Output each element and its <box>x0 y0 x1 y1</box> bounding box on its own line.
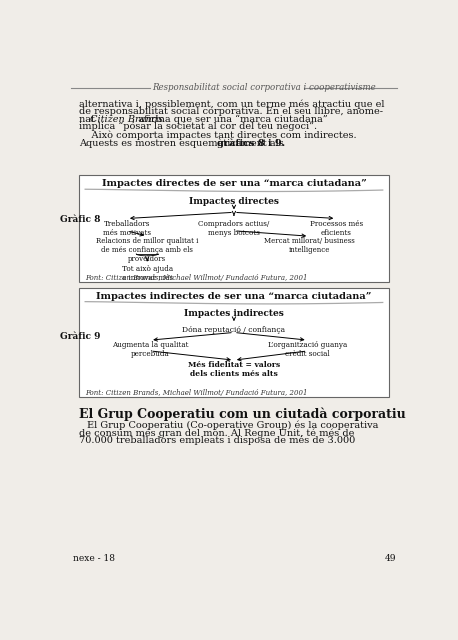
Text: Processos més
eficients: Processos més eficients <box>310 220 363 237</box>
Text: Impactes indirectes de ser una “marca ciutadana”: Impactes indirectes de ser una “marca ci… <box>96 292 371 301</box>
Text: Font: Citizen Brands, Michael Willmot/ Fundació Futura, 2001: Font: Citizen Brands, Michael Willmot/ F… <box>85 274 308 282</box>
Text: , afirma que ser una “marca ciutadana”: , afirma que ser una “marca ciutadana” <box>131 115 327 124</box>
Text: Més fidelitat = valors
dels clients més alts: Més fidelitat = valors dels clients més … <box>188 361 280 378</box>
Text: El Grup Cooperatiu com un ciutadà corporatiu: El Grup Cooperatiu com un ciutadà corpor… <box>79 408 406 421</box>
Text: Gràfic 8: Gràfic 8 <box>60 216 100 225</box>
Text: L’organització guanya
crèdit social: L’organització guanya crèdit social <box>268 341 347 358</box>
Text: gràfics 8 i 9.: gràfics 8 i 9. <box>217 138 285 147</box>
Text: Relacions de millor qualitat i
de més confiança amb els
proveïdors: Relacions de millor qualitat i de més co… <box>96 237 198 263</box>
Text: alternativa i, possiblement, com un terme més atractiu que el: alternativa i, possiblement, com un term… <box>79 100 384 109</box>
Text: Això comporta impactes tant directes com indirectes.: Això comporta impactes tant directes com… <box>79 131 357 140</box>
Text: Compradors actius/
menys boicots: Compradors actius/ menys boicots <box>198 220 270 237</box>
Text: 49: 49 <box>385 554 397 563</box>
Text: Impactes indirectes: Impactes indirectes <box>184 309 284 318</box>
Text: Gràfic 9: Gràfic 9 <box>60 332 100 342</box>
Text: Aquests es mostren esquemàticament als: Aquests es mostren esquemàticament als <box>79 138 287 148</box>
Text: Tot això ajuda
a innovar més: Tot això ajuda a innovar més <box>121 265 173 282</box>
Text: Mercat millorat/ business
intelligence: Mercat millorat/ business intelligence <box>264 237 354 254</box>
Text: Responsabilitat social corporativa i cooperativisme: Responsabilitat social corporativa i coo… <box>153 83 376 92</box>
Text: Impactes directes: Impactes directes <box>189 197 279 206</box>
Text: Citizen Brands: Citizen Brands <box>90 115 163 124</box>
Bar <box>79 175 389 282</box>
Text: Font: Citizen Brands, Michael Willmot/ Fundació Futura, 2001: Font: Citizen Brands, Michael Willmot/ F… <box>85 389 308 397</box>
Text: Treballadors
més motivats: Treballadors més motivats <box>103 220 151 237</box>
Text: 70.000 treballadors empleats i disposa de més de 3.000: 70.000 treballadors empleats i disposa d… <box>79 436 355 445</box>
Text: nexe - 18: nexe - 18 <box>73 554 115 563</box>
Text: Dóna reputació / confiança: Dóna reputació / confiança <box>182 326 285 333</box>
Text: Impactes directes de ser una “marca ciutadana”: Impactes directes de ser una “marca ciut… <box>102 179 366 188</box>
Text: implica “posar la societat al cor del teu negoci”.: implica “posar la societat al cor del te… <box>79 122 317 131</box>
Text: de responsabilitat social corporativa. En el seu llibre, anome-: de responsabilitat social corporativa. E… <box>79 108 383 116</box>
Text: Augmenta la qualitat
percebuda: Augmenta la qualitat percebuda <box>112 341 189 358</box>
Text: de consum més gran del món. Al Regne Unit, té més de: de consum més gran del món. Al Regne Uni… <box>79 428 354 438</box>
Text: nat: nat <box>79 115 98 124</box>
Text: El Grup Cooperatiu (Co-operative Group) és la cooperativa: El Grup Cooperatiu (Co-operative Group) … <box>87 421 378 431</box>
Bar <box>79 288 389 397</box>
